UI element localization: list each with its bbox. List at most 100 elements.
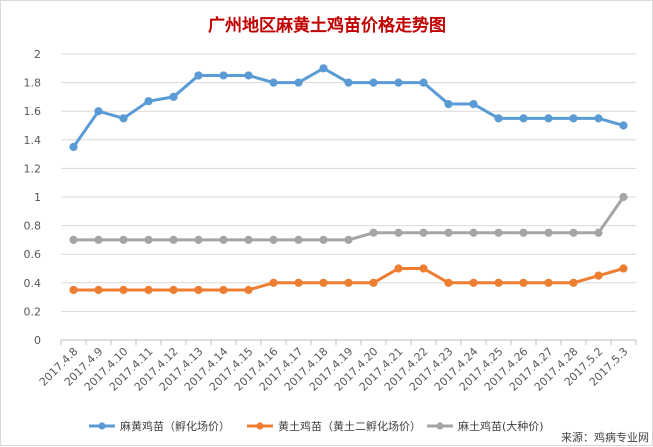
y-tick-label: 1 (34, 191, 41, 204)
data-point (594, 228, 603, 237)
legend: 麻黄鸡苗（孵化场价） 黄土鸡苗（黄土二孵化场价） 麻土鸡苗(大种价) (89, 419, 544, 433)
legend-swatch-marker (436, 422, 444, 430)
legend-label: 麻土鸡苗(大种价) (458, 419, 544, 433)
data-point (569, 278, 578, 287)
data-point (419, 228, 428, 237)
y-tick-label: 1.6 (24, 105, 42, 118)
data-point (144, 97, 153, 106)
data-point (69, 235, 78, 244)
data-point (469, 278, 478, 287)
y-tick-label: 1.2 (24, 162, 42, 175)
data-point (319, 235, 328, 244)
data-point (419, 78, 428, 87)
data-point (94, 235, 103, 244)
legend-label: 麻黄鸡苗（孵化场价） (120, 419, 230, 433)
series-0 (69, 64, 628, 152)
y-tick-label: 0.4 (24, 277, 42, 290)
data-point (494, 228, 503, 237)
data-point (194, 71, 203, 80)
series-2 (69, 192, 628, 244)
x-axis-ticks: 2017.4.82017.4.92017.4.102017.4.112017.4… (37, 340, 637, 394)
y-tick-label: 0 (34, 334, 41, 347)
y-tick-label: 1.4 (24, 134, 42, 147)
data-point (469, 99, 478, 109)
data-point (594, 271, 603, 280)
data-point (369, 278, 378, 287)
data-point (519, 228, 528, 237)
data-point (244, 235, 253, 244)
data-point (344, 78, 353, 87)
data-point (544, 228, 553, 237)
data-point (169, 285, 178, 295)
data-point (69, 285, 78, 295)
data-point (119, 285, 128, 295)
data-point (169, 235, 178, 244)
data-point (319, 64, 328, 73)
data-point (69, 142, 78, 152)
data-point (144, 235, 153, 244)
y-axis-ticks: 0 0.2 0.4 0.6 0.8 1 1.2 1.4 1.6 1.8 2 (24, 48, 42, 347)
data-point (119, 235, 128, 244)
data-point (469, 228, 478, 237)
data-point (519, 114, 528, 123)
legend-label: 黄土鸡苗（黄土二孵化场价） (278, 419, 421, 433)
data-point (94, 107, 103, 116)
data-point (494, 114, 503, 123)
data-point (369, 228, 378, 237)
chart-title: 广州地区麻黄土鸡苗价格走势图 (208, 15, 446, 36)
data-point (419, 264, 428, 273)
y-tick-label: 0.2 (24, 305, 42, 318)
data-point (119, 114, 128, 123)
data-point (369, 78, 378, 87)
data-point (244, 285, 253, 295)
source-note: 来源：鸡病专业网 (561, 430, 649, 444)
data-point (169, 92, 178, 102)
data-point (344, 278, 353, 287)
legend-item: 麻土鸡苗(大种价) (427, 419, 544, 433)
data-point (344, 235, 353, 244)
y-tick-label: 0.8 (24, 220, 42, 233)
data-point (444, 278, 453, 287)
y-tick-label: 2 (34, 48, 41, 61)
data-point (619, 264, 628, 273)
data-point (144, 285, 153, 295)
data-point (544, 278, 553, 287)
data-point (294, 278, 303, 287)
data-point (319, 278, 328, 287)
data-point (294, 235, 303, 244)
data-point (294, 78, 303, 87)
data-point (594, 114, 603, 123)
series-1 (69, 264, 628, 295)
legend-item: 黄土鸡苗（黄土二孵化场价） (247, 419, 421, 433)
data-point (444, 99, 453, 109)
data-point (494, 278, 503, 287)
data-point (519, 278, 528, 287)
data-point (269, 278, 278, 287)
data-point (269, 78, 278, 87)
gridlines (61, 53, 636, 341)
data-point (219, 71, 228, 80)
data-point (219, 285, 228, 295)
data-point (569, 228, 578, 237)
data-point (269, 235, 278, 244)
data-point (444, 228, 453, 237)
data-point (394, 78, 403, 87)
data-point (569, 114, 578, 123)
y-tick-label: 0.6 (24, 248, 42, 261)
data-point (94, 285, 103, 295)
series-line (72, 195, 625, 242)
data-point (619, 121, 628, 130)
y-tick-label: 1.8 (24, 77, 42, 90)
legend-item: 麻黄鸡苗（孵化场价） (89, 419, 230, 433)
legend-swatch-marker (256, 422, 264, 430)
data-point (394, 264, 403, 273)
data-point (544, 114, 553, 123)
series-lines (69, 64, 628, 295)
data-point (244, 71, 253, 80)
data-point (194, 235, 203, 244)
data-point (219, 235, 228, 244)
data-point (394, 228, 403, 237)
legend-swatch-marker (98, 422, 106, 430)
